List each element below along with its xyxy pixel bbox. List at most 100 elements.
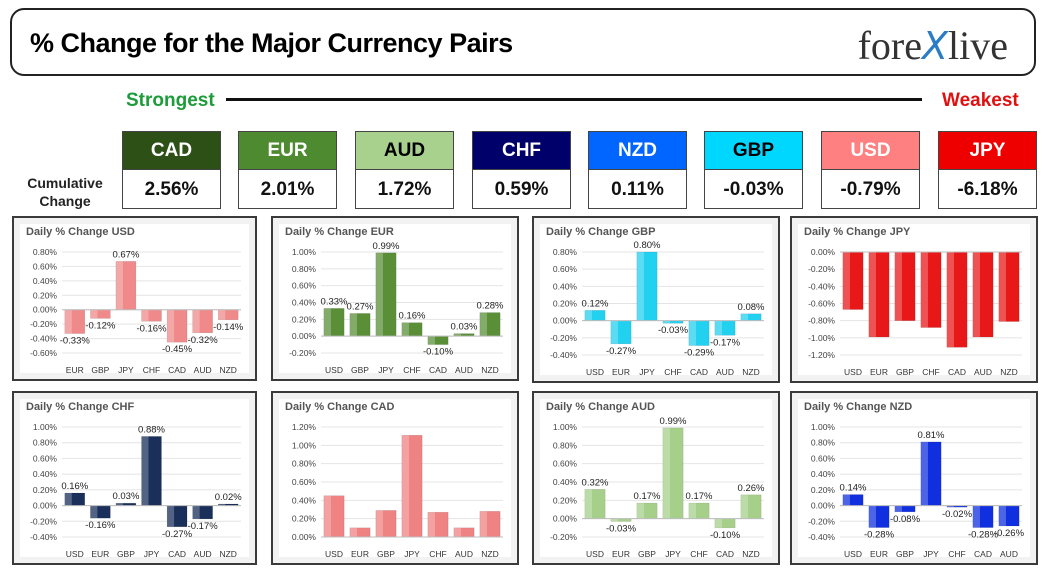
chart-panel-4: Daily % Change CHF 1.00% 0.80% 0.60% 0.40% 0.… <box>12 391 257 565</box>
bar-highlight <box>868 252 876 337</box>
logo-text-right: live <box>948 23 1008 68</box>
y-tick-label: -0.40% <box>808 532 835 542</box>
y-tick-label: -0.40% <box>30 334 57 344</box>
y-tick-label: 1.00% <box>292 440 317 450</box>
data-label: 0.14% <box>840 483 867 494</box>
x-tick-label: JPY <box>639 367 655 377</box>
data-label: -0.08% <box>890 514 921 525</box>
y-tick-label: 1.00% <box>33 422 58 432</box>
y-tick-label: -1.00% <box>808 333 835 343</box>
bar-highlight <box>64 309 72 334</box>
chart-panel-0: Daily % Change USD 0.80% 0.60% 0.40% 0.20% 0.… <box>12 216 257 381</box>
bar-highlight <box>218 504 226 506</box>
y-tick-label: 0.60% <box>292 281 317 291</box>
data-label: 0.12% <box>582 298 609 309</box>
bar-highlight <box>64 493 72 506</box>
y-tick-label: 0.00% <box>553 316 578 326</box>
bar-highlight <box>479 511 487 537</box>
y-tick-label: -0.20% <box>289 348 316 358</box>
cumulative-label-line2: Change <box>39 193 91 209</box>
y-tick-label: 0.80% <box>292 264 317 274</box>
chart-title: Daily % Change GBP <box>546 226 656 238</box>
y-tick-label: -0.20% <box>550 333 577 343</box>
x-tick-label: AUD <box>194 365 212 375</box>
chart-title: Daily % Change CAD <box>285 401 395 413</box>
bar-highlight <box>740 494 748 519</box>
x-tick-label: JPY <box>378 365 394 375</box>
y-tick-label: 1.00% <box>292 247 317 257</box>
chart-area <box>798 399 1030 557</box>
currency-box-aud: AUD 1.72% <box>355 131 454 209</box>
y-tick-label: 0.00% <box>292 532 317 542</box>
logo-text-left: fore <box>857 23 922 68</box>
x-tick-label: EUR <box>91 549 109 559</box>
y-tick-label: 0.60% <box>33 453 58 463</box>
x-tick-label: EUR <box>612 367 630 377</box>
y-tick-label: -0.20% <box>808 264 835 274</box>
x-tick-label: GBP <box>638 549 656 559</box>
currency-cumulative-value: -0.79% <box>840 179 901 200</box>
chart-panel-1: Daily % Change EUR 1.00% 0.80% 0.60% 0.40% 0.… <box>271 216 519 381</box>
x-tick-label: USD <box>586 367 604 377</box>
cumulative-change-label: Cumulative Change <box>22 174 108 210</box>
chart-panel-6: Daily % Change AUD 1.00% 0.80% 0.60% 0.40% 0.… <box>532 391 780 565</box>
currency-cumulative-value: -0.03% <box>723 179 784 200</box>
bar-highlight <box>401 322 409 337</box>
chart-title: Daily % Change AUD <box>546 401 656 413</box>
chart-svg: 0.80% 0.60% 0.40% 0.20% 0.00% -0.20% -0.40% 0.1… <box>550 240 765 377</box>
bar-highlight <box>842 494 850 506</box>
x-tick-label: CHF <box>948 549 965 559</box>
bar-highlight <box>349 527 357 537</box>
bar-highlight <box>714 518 722 528</box>
currency-box-gbp: GBP -0.03% <box>704 131 803 209</box>
bar-highlight <box>584 489 592 519</box>
logo-x-icon: X <box>921 24 949 68</box>
x-tick-label: GBP <box>896 367 914 377</box>
bar-highlight <box>972 505 980 528</box>
bar-highlight <box>479 312 487 337</box>
data-label: 0.02% <box>215 492 242 503</box>
data-label: -0.29% <box>684 348 715 359</box>
y-tick-label: 1.20% <box>292 422 317 432</box>
data-label: 0.99% <box>660 416 687 427</box>
y-tick-label: 0.20% <box>553 495 578 505</box>
y-tick-label: -0.20% <box>30 516 57 526</box>
chart-title: Daily % Change JPY <box>804 226 911 238</box>
data-label: -0.32% <box>188 335 219 346</box>
x-tick-label: CAD <box>429 365 447 375</box>
data-label: -0.16% <box>85 520 116 531</box>
y-tick-label: -1.20% <box>808 350 835 360</box>
bar-highlight <box>323 308 331 337</box>
y-tick-label: 0.20% <box>33 290 58 300</box>
bar-highlight <box>946 252 954 348</box>
data-label: 0.27% <box>347 301 374 312</box>
y-tick-label: 0.60% <box>811 453 836 463</box>
y-tick-label: 0.40% <box>292 495 317 505</box>
data-label: -0.28% <box>864 530 895 541</box>
bar-highlight <box>453 333 461 337</box>
x-tick-label: CAD <box>690 367 708 377</box>
bar-highlight <box>192 309 200 333</box>
x-tick-label: AUD <box>455 365 473 375</box>
y-tick-label: 0.40% <box>33 276 58 286</box>
cumulative-label-line1: Cumulative <box>27 175 103 191</box>
bar-highlight <box>453 527 461 537</box>
x-tick-label: JPY <box>923 549 939 559</box>
x-tick-label: CHF <box>922 367 939 377</box>
x-tick-label: NZD <box>742 549 759 559</box>
x-tick-label: CAD <box>948 367 966 377</box>
y-tick-label: -0.40% <box>30 532 57 542</box>
currency-cumulative-value: 0.11% <box>611 179 664 200</box>
data-label: -0.14% <box>213 322 244 333</box>
chart-area <box>20 399 249 557</box>
currency-box-cad: CAD 2.56% <box>122 131 221 209</box>
data-label: 0.17% <box>634 491 661 502</box>
x-tick-label: EUR <box>66 365 84 375</box>
data-label: -0.03% <box>658 325 689 336</box>
y-tick-label: 0.00% <box>33 305 58 315</box>
chart-title: Daily % Change CHF <box>26 401 135 413</box>
x-tick-label: EUR <box>612 549 630 559</box>
y-tick-label: 0.40% <box>33 469 58 479</box>
currency-code: EUR <box>239 132 336 170</box>
data-label: -0.27% <box>606 346 637 357</box>
